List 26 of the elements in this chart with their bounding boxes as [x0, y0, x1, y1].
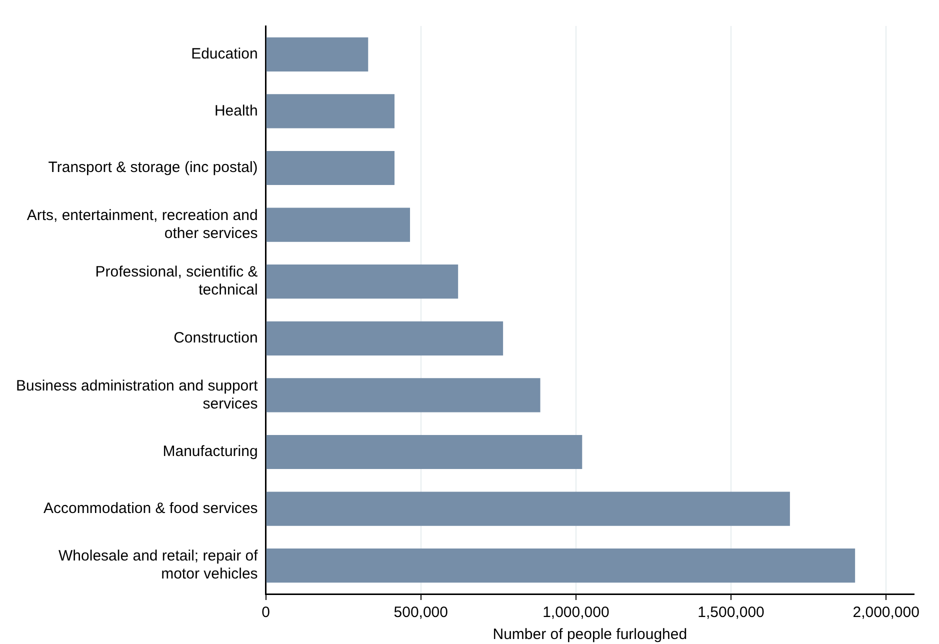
bar [266, 37, 368, 72]
y-tick-label: Health [214, 102, 258, 120]
y-tick-label: Accommodation & food services [44, 500, 258, 517]
bar [266, 208, 410, 242]
y-tick-label: Manufacturing [162, 443, 258, 460]
bar [266, 264, 458, 299]
y-tick-label: Transport & storage (inc postal) [48, 159, 258, 176]
bar [266, 321, 504, 356]
bar [266, 378, 540, 412]
x-tick-label: 500,000 [394, 604, 448, 622]
y-tick-label: Arts, entertainment, recreation and other services [26, 206, 258, 242]
bar [266, 94, 395, 128]
y-tick-label: Professional, scientific & technical [95, 264, 258, 299]
x-axis-title: Number of people furloughed [492, 626, 688, 644]
x-tick-label: 0 [262, 604, 270, 622]
bar [266, 434, 582, 470]
x-tick-label: 1,500,000 [698, 604, 764, 622]
x-tick-label: 2,000,000 [852, 604, 920, 622]
y-tick-label: Wholesale and retail; repair of motor vehicles [58, 548, 259, 583]
bar [266, 548, 856, 583]
x-tick-label: 1,000,000 [542, 604, 610, 622]
y-tick-label: Business administration and support services [16, 377, 259, 412]
bar [266, 492, 790, 526]
y-tick-label: Education [191, 46, 258, 63]
bar [266, 150, 395, 186]
y-tick-label: Construction [174, 330, 258, 347]
